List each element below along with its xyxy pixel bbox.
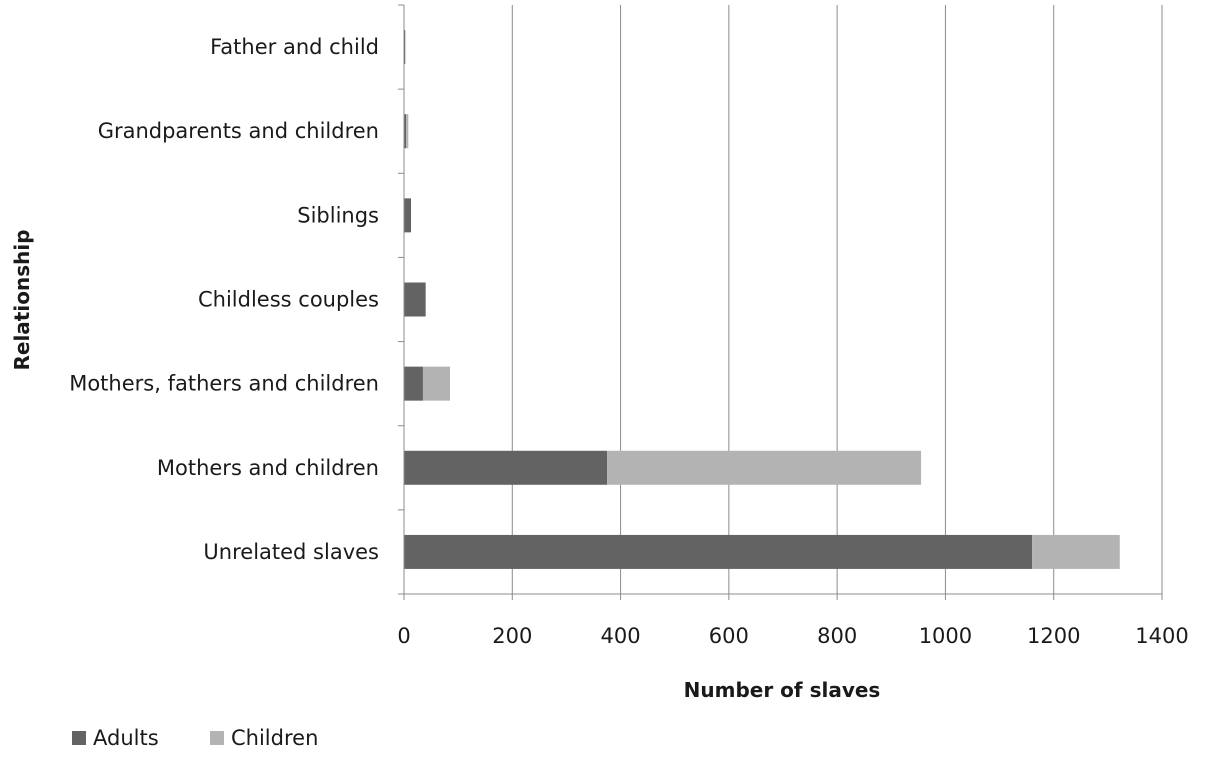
category-label: Unrelated slaves [203,540,379,564]
category-label: Childless couples [198,288,379,312]
y-axis-title: Relationship [10,229,34,370]
bar-segment [404,450,608,485]
category-label: Mothers, fathers and children [69,372,379,396]
legend-label: Adults [93,726,159,750]
bar-segment [404,198,412,233]
legend-swatch [210,731,224,745]
x-tick-label: 1200 [1027,624,1080,648]
legend-swatch [72,731,86,745]
category-label: Mothers and children [157,456,379,480]
bar-segment [404,114,407,149]
bar-segment [406,114,409,149]
axes [398,4,1163,600]
x-tick-label: 800 [817,624,857,648]
bar-segment [607,450,922,485]
x-tick-label: 1000 [919,624,972,648]
legend: Adults Children [72,726,318,750]
bar-segment [422,366,451,401]
x-tick-labels: 0 200 400 600 800 1000 1200 1400 [397,624,1188,648]
x-tick-label: 200 [492,624,532,648]
bar-segment [404,282,426,317]
bar-segment [404,534,1033,569]
gridlines [511,5,1163,594]
x-tick-label: 0 [397,624,410,648]
bar-segment [404,366,423,401]
x-tick-label: 1400 [1135,624,1188,648]
category-labels: Father and child Grandparents and childre… [69,35,379,564]
bar-segment [404,30,406,65]
bar-segment [405,30,406,65]
x-axis-title: Number of slaves [684,678,881,702]
legend-label: Children [231,726,318,750]
bars [404,30,1120,569]
category-label: Grandparents and children [98,119,379,143]
bar-segment [1032,534,1120,569]
category-label: Father and child [210,35,379,59]
x-tick-label: 600 [709,624,749,648]
x-tick-label: 400 [601,624,641,648]
category-label: Siblings [297,203,379,227]
